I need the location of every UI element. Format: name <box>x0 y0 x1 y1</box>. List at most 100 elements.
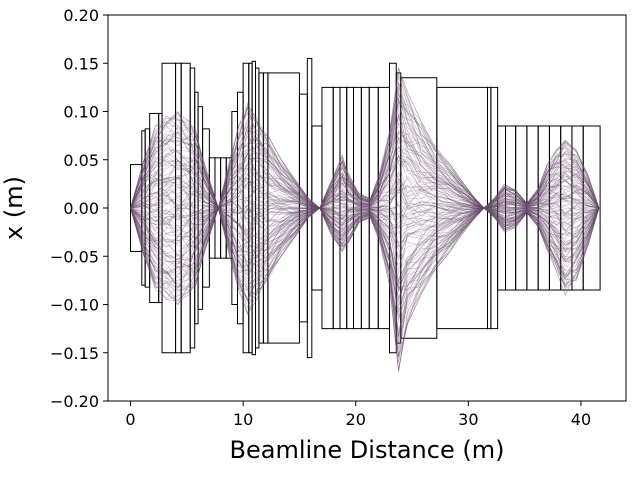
trajectory-line <box>130 204 600 231</box>
trajectory-line <box>130 86 600 209</box>
trajectory-line <box>130 115 600 209</box>
trajectory-line <box>130 112 600 209</box>
trajectory-line <box>130 94 600 210</box>
trajectory-line <box>130 186 600 215</box>
trajectory-line <box>130 207 600 350</box>
x-tick-label: 40 <box>571 410 591 429</box>
trajectory-line <box>130 207 600 245</box>
trajectory-line <box>130 181 600 209</box>
trajectory-line <box>130 207 600 357</box>
trajectory-line <box>130 149 600 209</box>
trajectory-line <box>130 207 600 288</box>
trajectory-line <box>130 82 600 210</box>
trajectory-line <box>130 159 600 209</box>
x-tick-label: 0 <box>125 410 135 429</box>
trajectory-line <box>130 207 600 288</box>
trajectory-line <box>130 131 600 209</box>
x-axis-label: Beamline Distance (m) <box>230 436 505 464</box>
y-tick-label: −0.10 <box>50 296 99 315</box>
trajectory-line <box>130 180 600 209</box>
trajectory-line <box>130 207 600 310</box>
trajectory-line <box>130 207 600 260</box>
trajectory-line <box>130 145 600 209</box>
trajectory-line <box>130 161 600 209</box>
trajectory-line <box>130 154 600 209</box>
trajectory-line <box>130 207 600 247</box>
trajectory-line <box>130 200 599 224</box>
x-tick-label: 30 <box>458 410 478 429</box>
trajectory-line <box>130 207 600 292</box>
trajectory-line <box>130 72 600 210</box>
trajectory-line <box>130 207 600 289</box>
trajectory-line <box>130 207 600 322</box>
y-tick-label: −0.20 <box>50 392 99 411</box>
trajectory-line <box>130 104 600 209</box>
trajectory-line <box>130 207 600 338</box>
trajectory-line <box>130 207 600 314</box>
y-axis: −0.20 −0.15 −0.10 −0.05 0.00 0.05 0.10 0.15 0.20 <box>50 6 108 411</box>
trajectory-line <box>130 92 600 209</box>
trajectory-line <box>130 207 600 293</box>
trajectory-line <box>130 207 600 235</box>
trajectory-line <box>130 136 600 209</box>
trajectory-line <box>130 145 600 209</box>
trajectory-line <box>130 101 600 209</box>
trajectory-line <box>130 207 600 261</box>
y-tick-label: 0.20 <box>63 6 99 25</box>
trajectory-line <box>130 207 600 271</box>
x-tick-label: 20 <box>346 410 366 429</box>
trajectory-line <box>130 189 600 214</box>
trajectory-line <box>130 137 600 209</box>
trajectory-line <box>130 206 600 362</box>
trajectory-line <box>130 133 600 209</box>
trajectory-line <box>130 76 600 210</box>
trajectory-line <box>130 155 600 209</box>
trajectory-line <box>130 207 600 299</box>
trajectory-line <box>130 73 600 210</box>
trajectory-line <box>130 206 600 357</box>
trajectory-line <box>130 199 600 220</box>
trajectory-line <box>130 207 600 291</box>
apertures-layer <box>130 57 601 359</box>
trajectory-line <box>130 98 600 209</box>
trajectory-line <box>130 207 600 245</box>
trajectory-line <box>130 117 600 209</box>
trajectory-line <box>130 207 600 333</box>
trajectory-line <box>130 85 600 210</box>
trajectory-line <box>130 146 600 209</box>
trajectory-line <box>130 89 600 209</box>
trajectory-line <box>130 207 600 257</box>
trajectory-line <box>130 175 600 209</box>
trajectory-line <box>130 207 600 229</box>
trajectory-line <box>130 141 600 209</box>
trajectory-line <box>130 207 600 291</box>
trajectory-line <box>130 154 600 209</box>
y-tick-label: 0.10 <box>63 103 99 122</box>
trajectory-line <box>130 207 600 304</box>
trajectory-line <box>130 96 600 209</box>
trajectory-line <box>130 207 600 318</box>
trajectory-line <box>130 91 600 209</box>
trajectory-line <box>130 206 600 373</box>
trajectory-line <box>130 207 600 250</box>
x-tick-label: 10 <box>233 410 253 429</box>
trajectory-line <box>130 207 600 249</box>
trajectory-line <box>130 207 600 301</box>
trajectory-line <box>130 129 600 209</box>
trajectory-line <box>130 207 600 342</box>
trajectory-line <box>130 207 600 320</box>
trajectory-line <box>130 100 600 209</box>
trajectory-line <box>130 207 600 248</box>
trajectory-line <box>130 139 600 209</box>
trajectory-line <box>130 178 600 209</box>
trajectory-line <box>130 150 600 209</box>
trajectory-line <box>130 206 600 371</box>
trajectory-line <box>130 207 600 283</box>
trajectory-line <box>130 171 600 209</box>
trajectory-line <box>130 207 600 301</box>
trajectory-line <box>130 159 600 209</box>
trajectory-line <box>130 207 600 313</box>
y-tick-label: 0.00 <box>63 199 99 218</box>
